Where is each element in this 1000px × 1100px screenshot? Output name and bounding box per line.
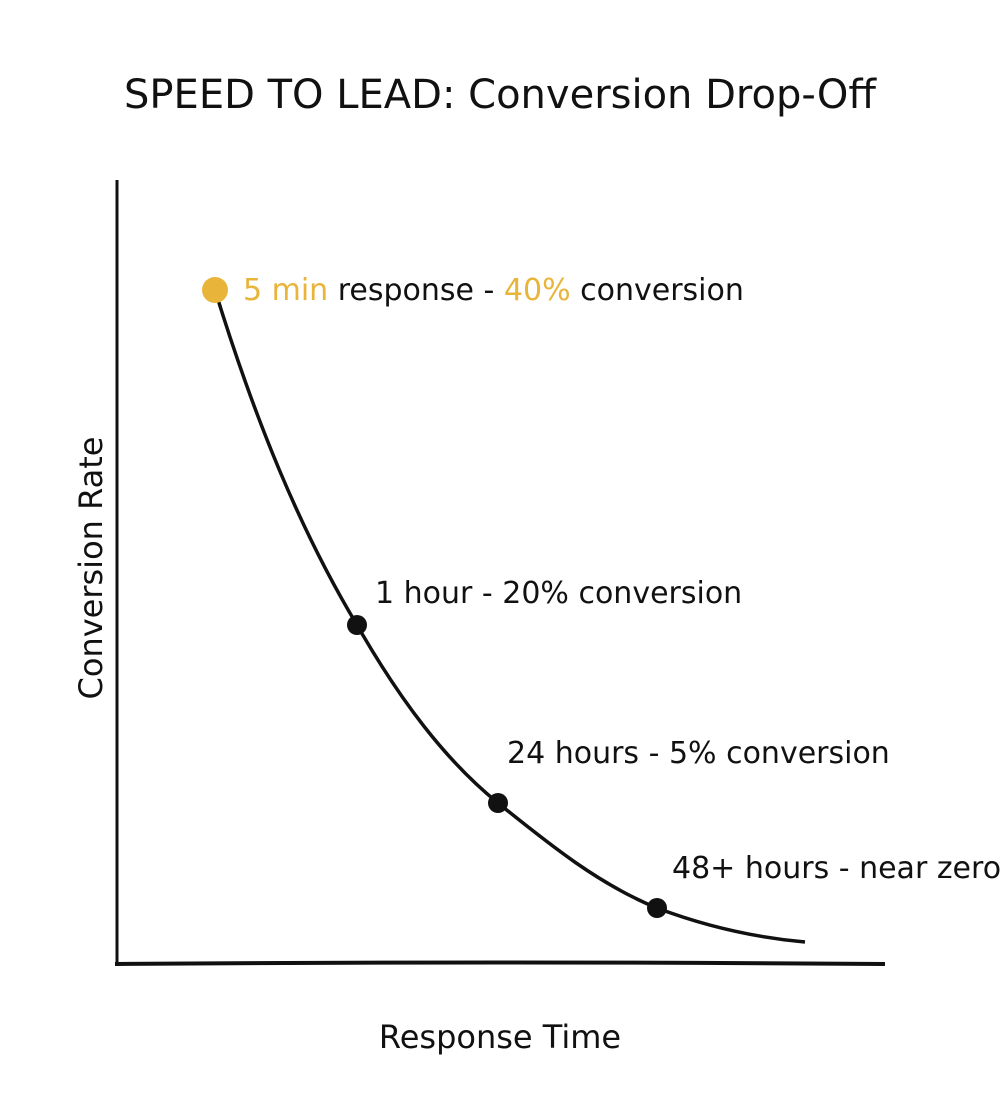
data-label-part: 48+ hours - near zero bbox=[672, 851, 1000, 886]
data-label-part: conversion bbox=[571, 273, 744, 308]
data-label: 5 min response - 40% conversion bbox=[243, 273, 744, 308]
data-label-part: 5 min bbox=[243, 273, 328, 308]
data-point bbox=[647, 898, 667, 918]
data-point bbox=[202, 277, 228, 303]
data-point bbox=[488, 793, 508, 813]
series-line bbox=[213, 289, 806, 944]
data-label: 24 hours - 5% conversion bbox=[507, 736, 890, 771]
data-label-part: 1 hour - 20% conversion bbox=[375, 576, 742, 611]
x-axis-label: Response Time bbox=[379, 1018, 621, 1056]
y-axis bbox=[115, 179, 119, 967]
data-label: 1 hour - 20% conversion bbox=[375, 576, 742, 611]
data-label-part: 40% bbox=[504, 273, 571, 308]
x-axis bbox=[114, 960, 886, 966]
y-axis-label: Conversion Rate bbox=[72, 437, 110, 700]
data-label: 48+ hours - near zero bbox=[672, 851, 1000, 886]
data-point bbox=[347, 615, 367, 635]
data-label-part: 24 hours - 5% conversion bbox=[507, 736, 890, 771]
data-label-part: response - bbox=[328, 273, 504, 308]
chart-title: SPEED TO LEAD: Conversion Drop-Off bbox=[124, 72, 877, 118]
